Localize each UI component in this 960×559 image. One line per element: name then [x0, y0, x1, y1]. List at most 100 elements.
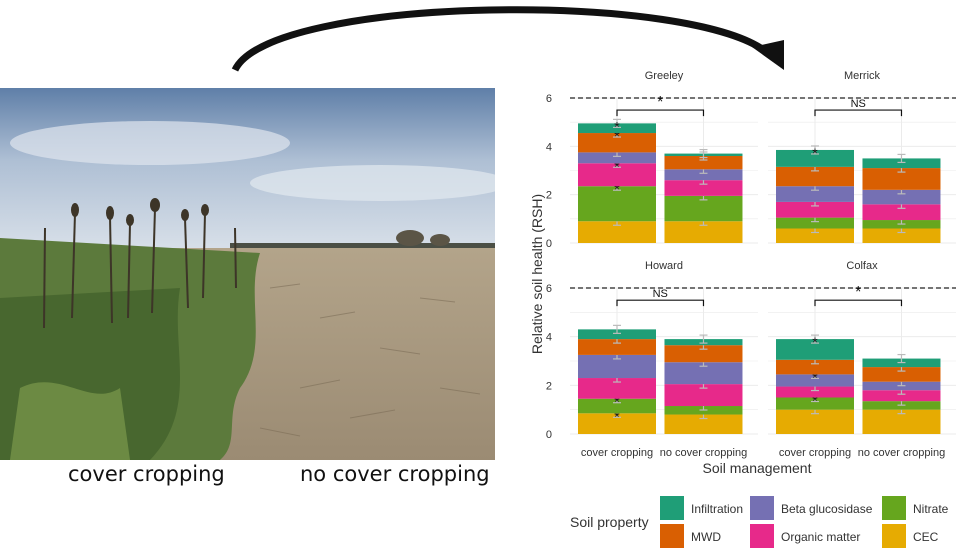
bar-segment-organic-matter: [862, 204, 941, 221]
bar-segment-organic-matter: [776, 201, 854, 218]
facet-title: Greeley: [645, 70, 684, 82]
cover-cropping-caption: cover cropping: [68, 462, 225, 486]
bar-segment-nitrate: [776, 397, 854, 410]
curved-arrow: [231, 6, 784, 72]
y-tick-label: 6: [546, 283, 552, 295]
soil-health-chart: Greeley0246*****Merrick*NSHoward0246**NS…: [529, 70, 956, 548]
significance-star: *: [614, 181, 620, 197]
bar-segment-nitrate: [776, 217, 854, 229]
y-axis-label: Relative soil health (RSH): [529, 194, 545, 354]
bar-segment-infiltration: [578, 329, 656, 340]
y-tick-label: 6: [546, 93, 552, 105]
bar-segment-mwd: [776, 166, 854, 187]
bar-segment-infiltration: [578, 123, 656, 134]
bar-segment-cec: [664, 221, 743, 243]
bar-segment-beta-glucosidase: [578, 152, 656, 164]
bar-segment-mwd: [664, 156, 743, 170]
significance-star: *: [812, 393, 818, 409]
bar-segment-cec: [664, 414, 743, 434]
bar-segment-beta-glucosidase: [578, 354, 656, 379]
facet-title: Colfax: [846, 260, 878, 272]
bar-segment-organic-matter: [664, 180, 743, 196]
bar-segment-nitrate: [578, 186, 656, 222]
chart-panels: Greeley0246*****Merrick*NSHoward0246**NS…: [546, 70, 956, 459]
legend-swatch: [750, 524, 774, 548]
legend-label: Beta glucosidase: [781, 502, 873, 516]
bar-segment-beta-glucosidase: [862, 189, 941, 205]
bar-segment-organic-matter: [578, 378, 656, 399]
cloud: [10, 121, 290, 165]
bar-segment-mwd: [862, 168, 941, 190]
y-tick-label: 4: [546, 141, 552, 153]
x-tick-label: cover cropping: [779, 447, 851, 459]
crop-residue: [259, 283, 481, 437]
bar-segment-mwd: [776, 359, 854, 375]
bar-segment-beta-glucosidase: [776, 374, 854, 387]
field-photo: [0, 88, 495, 460]
significance-bracket: [616, 109, 705, 117]
arrow-curve: [231, 6, 773, 72]
x-tick-label: cover cropping: [581, 447, 653, 459]
significance-label: NS: [653, 288, 668, 300]
bar-segment-organic-matter: [578, 163, 656, 187]
significance-bracket: [616, 299, 705, 307]
bar-segment-mwd: [862, 367, 941, 382]
arrow-head: [752, 40, 784, 70]
panel-merrick: Merrick * NS: [768, 70, 956, 244]
bar-segment-organic-matter: [664, 384, 743, 407]
bar-segment-organic-matter: [776, 386, 854, 398]
x-axis-label: Soil management: [703, 460, 812, 476]
legend-label: Nitrate: [913, 502, 949, 516]
no-cover-cropping-caption: no cover cropping: [300, 462, 490, 486]
legend-label: CEC: [913, 530, 939, 544]
cloud: [250, 165, 495, 201]
legend-swatch: [882, 524, 906, 548]
significance-star: *: [614, 158, 620, 174]
significance-star: *: [812, 369, 818, 385]
dry-stalks: [43, 207, 237, 329]
significance-bracket: [814, 299, 903, 307]
y-tick-label: 0: [546, 238, 552, 250]
facet-title: Howard: [645, 260, 683, 272]
bar-segment-cec: [578, 413, 656, 434]
bar-segment-infiltration: [862, 158, 941, 169]
significance-bracket: [814, 109, 903, 117]
bar-segment-mwd: [578, 339, 656, 355]
x-tick-label: no cover cropping: [858, 447, 945, 459]
bar-segment-organic-matter: [862, 390, 941, 402]
bar-segment-nitrate: [578, 398, 656, 414]
y-tick-label: 0: [546, 429, 552, 441]
bar-segment-cec: [862, 228, 941, 243]
legend-item: Beta glucosidase: [750, 496, 873, 520]
significance-star: *: [614, 408, 620, 424]
legend-item: Organic matter: [750, 524, 860, 548]
legend-label: Organic matter: [781, 530, 860, 544]
y-tick-label: 2: [546, 190, 552, 202]
stalk-heads: [71, 198, 209, 226]
bar-segment-beta-glucosidase: [664, 362, 743, 385]
legend-title: Soil property: [570, 514, 649, 530]
legend-items: Infiltration Beta glucosidase Nitrate MWD Or…: [660, 496, 949, 548]
legend-swatch: [660, 524, 684, 548]
bar-segment-infiltration: [776, 149, 854, 167]
legend-item: Nitrate: [882, 496, 949, 520]
legend-swatch: [660, 496, 684, 520]
bar-segment-cec: [578, 221, 656, 243]
significance-star: *: [614, 128, 620, 144]
legend-item: MWD: [660, 524, 721, 548]
legend: Soil property Infiltration Beta glucosida…: [570, 496, 949, 548]
significance-star: *: [812, 145, 818, 161]
distant-trees: [396, 230, 450, 246]
bar-segment-beta-glucosidase: [776, 186, 854, 202]
significance-star: *: [614, 394, 620, 410]
panel-colfax: Colfax * * * * cover cropping no cover croppin…: [768, 260, 956, 459]
significance-label: NS: [851, 98, 866, 110]
legend-item: Infiltration: [660, 496, 743, 520]
legend-label: MWD: [691, 530, 721, 544]
legend-swatch: [750, 496, 774, 520]
bar-segment-mwd: [578, 133, 656, 153]
y-tick-label: 2: [546, 380, 552, 392]
panel-howard: Howard 0 2 4 6 ** NS cover cropping no cover cro…: [546, 260, 768, 459]
x-tick-label: no cover cropping: [660, 447, 747, 459]
